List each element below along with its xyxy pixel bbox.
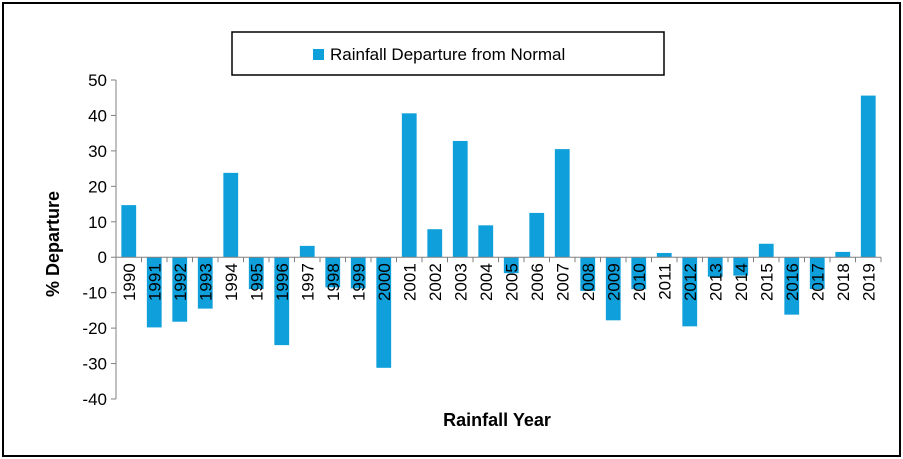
x-tick-label-2010: 2010 xyxy=(630,263,649,301)
y-tick-label: -20 xyxy=(82,319,107,338)
bar-2000 xyxy=(376,257,392,368)
bar-2006 xyxy=(529,212,545,258)
x-tick-label-1999: 1999 xyxy=(349,263,368,301)
x-axis-title: Rainfall Year xyxy=(443,410,551,430)
y-tick-label: 30 xyxy=(88,142,107,161)
legend-label: Rainfall Departure from Normal xyxy=(330,45,565,64)
bar-2004 xyxy=(478,225,494,258)
legend-swatch xyxy=(313,49,324,60)
y-axis-title: % Departure xyxy=(43,191,63,297)
x-tick-label-2011: 2011 xyxy=(655,263,674,300)
bar-1999 xyxy=(350,257,366,289)
bar-1993 xyxy=(197,257,213,309)
bar-1992 xyxy=(172,257,188,322)
bar-1994 xyxy=(223,172,239,258)
bar-1991 xyxy=(146,257,162,328)
x-tick-label-1996: 1996 xyxy=(273,263,292,301)
x-tick-label-2015: 2015 xyxy=(757,263,776,301)
bar-2003 xyxy=(452,140,468,258)
bar-1998 xyxy=(325,257,341,288)
y-tick-label: -10 xyxy=(82,284,107,303)
bar-2008 xyxy=(580,257,596,291)
y-axis: 50 40 30 20 10 0 -10 -20 -30 -40 xyxy=(82,71,117,409)
bar-1997 xyxy=(299,245,315,258)
x-tick-label-2006: 2006 xyxy=(528,263,547,301)
bar-1990 xyxy=(121,205,137,258)
x-tick-label-2008: 2008 xyxy=(579,263,598,301)
bar-2015 xyxy=(758,243,774,258)
x-tick-label-2007: 2007 xyxy=(553,263,572,301)
legend-box xyxy=(231,31,665,76)
y-tick-label: 0 xyxy=(98,248,107,267)
legend: Rainfall Departure from Normal xyxy=(231,31,665,76)
y-tick-label: -40 xyxy=(82,390,107,409)
x-tick-label-2001: 2001 xyxy=(400,263,419,301)
y-tick-label: 50 xyxy=(88,71,107,90)
bar-2005 xyxy=(503,257,519,274)
bar-2002 xyxy=(427,229,443,258)
bar-2001 xyxy=(401,113,417,258)
x-tick-label-2002: 2002 xyxy=(426,263,445,301)
x-tick-label-1993: 1993 xyxy=(196,263,215,301)
y-tick-label: 10 xyxy=(88,213,107,232)
x-tick-label-1995: 1995 xyxy=(247,263,266,301)
x-tick-label-2000: 2000 xyxy=(375,263,394,301)
bar-1996 xyxy=(274,257,290,346)
bar-2012 xyxy=(682,257,698,327)
bar-2014 xyxy=(733,257,749,276)
bars xyxy=(121,95,876,368)
x-tick-label-2013: 2013 xyxy=(706,263,725,301)
x-tick-label-2018: 2018 xyxy=(834,263,853,301)
x-tick-label-1997: 1997 xyxy=(298,263,317,301)
bar-1995 xyxy=(248,257,264,290)
bar-2018 xyxy=(835,251,851,258)
bar-2016 xyxy=(784,257,800,315)
bar-2019 xyxy=(860,95,876,258)
rainfall-departure-chart: Rainfall Departure from Normal 504030201… xyxy=(43,31,882,430)
x-tick-label-1992: 1992 xyxy=(171,263,190,301)
x-tick-label-2004: 2004 xyxy=(477,263,496,301)
x-tick-label-1998: 1998 xyxy=(324,263,343,301)
x-tick-label-2003: 2003 xyxy=(451,263,470,301)
x-axis: 1990 1991 1992 1993 1994 1995 1996 1997 1998 1999… xyxy=(116,256,882,301)
x-tick-label-2014: 2014 xyxy=(732,263,751,301)
bar-2009 xyxy=(605,257,621,321)
x-tick-label-2017: 2017 xyxy=(808,263,827,301)
x-tick-label-2005: 2005 xyxy=(502,263,521,301)
x-tick-label-2012: 2012 xyxy=(681,263,700,301)
y-tick-label: 40 xyxy=(88,106,107,125)
bar-2011 xyxy=(656,252,672,258)
x-tick-label-2009: 2009 xyxy=(604,263,623,301)
x-tick-label-1994: 1994 xyxy=(222,263,241,301)
x-tick-label-1990: 1990 xyxy=(120,263,139,301)
y-tick-label: 20 xyxy=(88,177,107,196)
x-tick-label-2016: 2016 xyxy=(783,263,802,301)
x-tick-label-1991: 1991 xyxy=(145,263,164,301)
bar-2017 xyxy=(809,257,825,290)
bar-2013 xyxy=(707,257,723,277)
bar-2007 xyxy=(554,149,570,258)
bar-2010 xyxy=(631,257,647,290)
x-tick-label-2019: 2019 xyxy=(859,263,878,301)
y-tick-label: -30 xyxy=(82,355,107,374)
